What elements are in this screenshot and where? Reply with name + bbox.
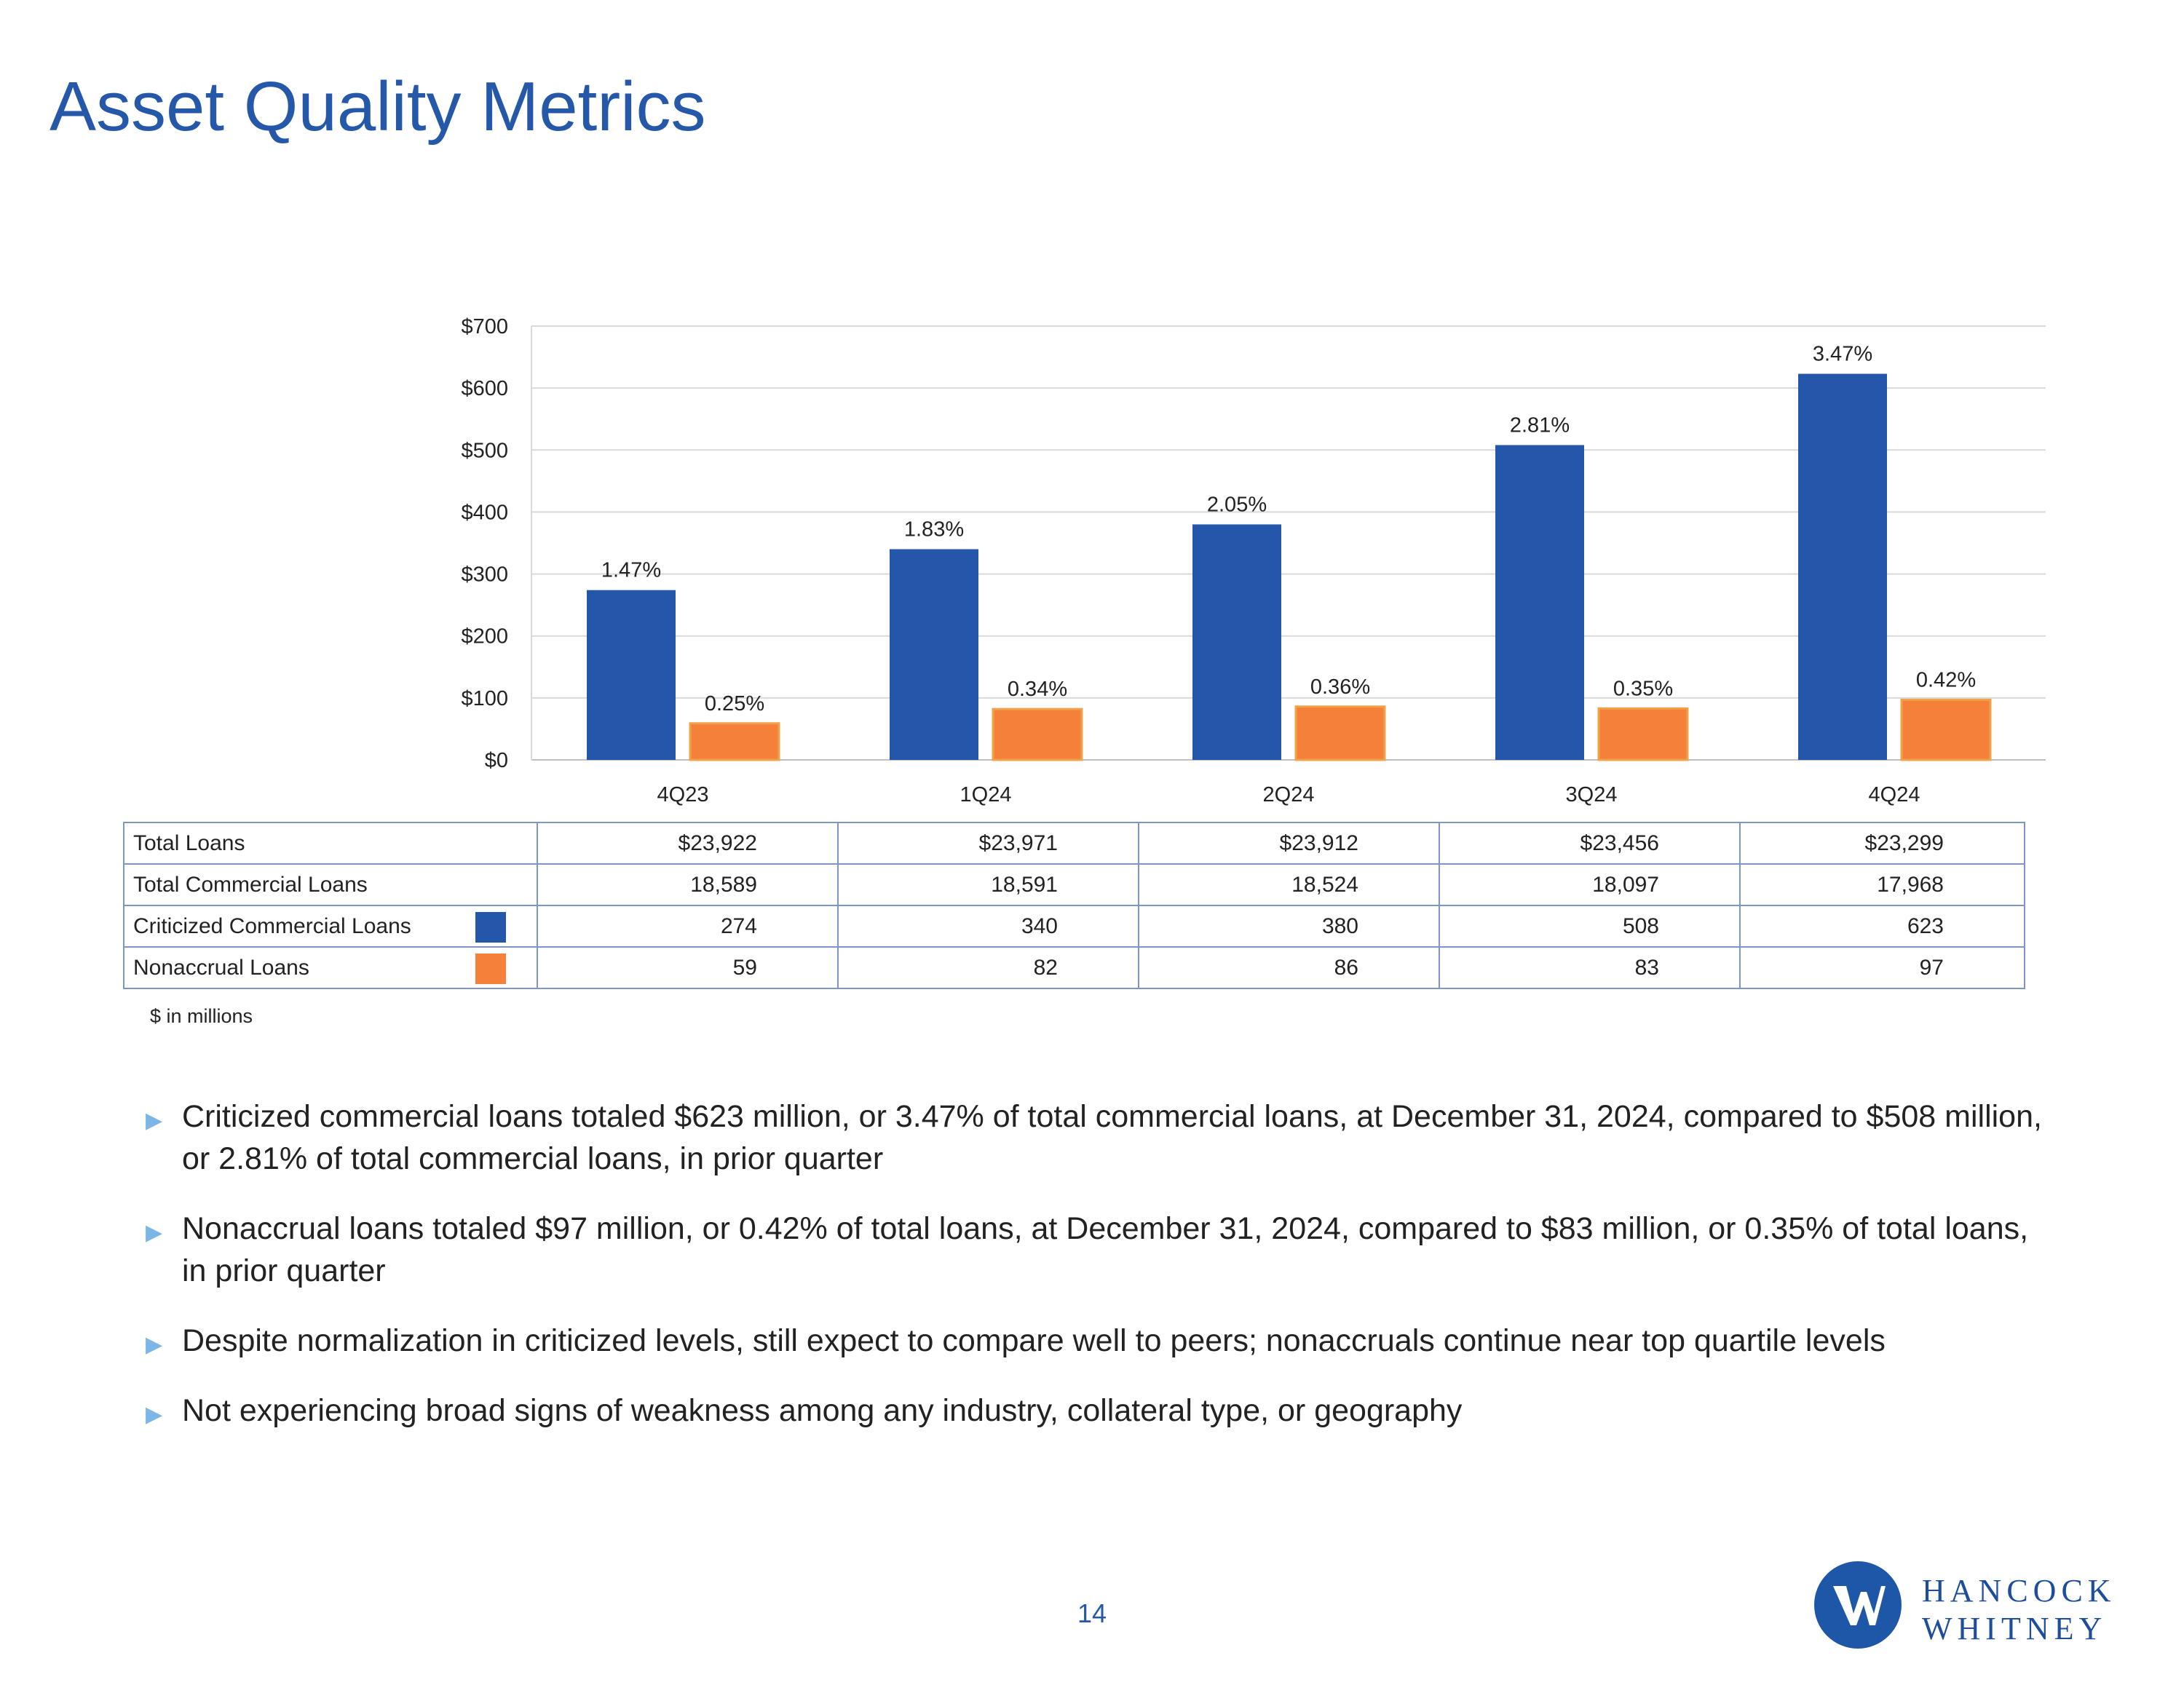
y-tick-label: $300	[461, 563, 508, 587]
table-cell: $23,922	[537, 822, 839, 865]
table-cell: 18,524	[1138, 863, 1440, 906]
y-tick-label: $200	[461, 625, 508, 649]
row-label: Total Commercial Loans	[123, 863, 538, 906]
table-cell: 82	[837, 946, 1139, 989]
table-row-nonaccrual-loans: Nonaccrual Loans 59 82 86 83 97	[123, 946, 2025, 989]
bullet-text: Despite normalization in criticized leve…	[182, 1323, 1886, 1358]
bullet-list: ▶ Criticized commercial loans totaled $6…	[146, 1095, 2053, 1459]
logo-line-1: HANCOCK	[1922, 1573, 2116, 1609]
bar-criticized	[890, 549, 978, 760]
bar-criticized	[1192, 524, 1281, 760]
bar-nonaccrual	[992, 707, 1083, 761]
bullet-item: ▶ Criticized commercial loans totaled $6…	[146, 1095, 2053, 1180]
x-tick-label: 4Q23	[657, 783, 709, 806]
page-number: 14	[1077, 1598, 1107, 1628]
x-tick-label: 1Q24	[960, 783, 1012, 806]
data-label-criticized: 2.81%	[1510, 413, 1570, 437]
bar-nonaccrual	[1294, 705, 1386, 761]
row-label: Total Loans	[123, 822, 538, 865]
logo-wordmark: HANCOCK WHITNEY	[1922, 1572, 2116, 1648]
units-note: $ in millions	[150, 1005, 253, 1027]
loan-data-table: Total Loans $23,922 $23,971 $23,912 $23,…	[123, 822, 2025, 989]
bar-nonaccrual	[1597, 707, 1689, 761]
data-label-nonaccrual: 0.34%	[1008, 678, 1067, 701]
page-title: Asset Quality Metrics	[50, 68, 706, 146]
table-cell: 59	[537, 946, 839, 989]
legend-swatch-criticized	[475, 912, 506, 943]
triangle-bullet-icon: ▶	[146, 1403, 163, 1427]
table-cell: 18,591	[837, 863, 1139, 906]
triangle-bullet-icon: ▶	[146, 1109, 163, 1133]
table-cell: $23,971	[837, 822, 1139, 865]
table-cell: $23,456	[1439, 822, 1741, 865]
data-label-nonaccrual: 0.25%	[705, 692, 764, 715]
row-label: Criticized Commercial Loans	[133, 913, 411, 938]
table-cell: 18,589	[537, 863, 839, 906]
table-cell: 340	[837, 905, 1139, 948]
table-row-total-loans: Total Loans $23,922 $23,971 $23,912 $23,…	[123, 822, 2025, 865]
table-cell: 508	[1439, 905, 1741, 948]
bar-nonaccrual	[1900, 698, 1992, 761]
table-cell: $23,299	[1739, 822, 2025, 865]
triangle-bullet-icon: ▶	[146, 1333, 163, 1357]
bar-criticized	[1798, 373, 1887, 760]
bar-criticized	[1495, 445, 1584, 760]
table-row-criticized-commercial-loans: Criticized Commercial Loans 274 340 380 …	[123, 905, 2025, 948]
data-label-nonaccrual: 0.36%	[1310, 675, 1370, 699]
bullet-item: ▶ Nonaccrual loans totaled $97 million, …	[146, 1208, 2053, 1292]
bullet-item: ▶ Despite normalization in criticized le…	[146, 1320, 2053, 1362]
data-label-criticized: 2.05%	[1207, 493, 1267, 516]
triangle-bullet-icon: ▶	[146, 1221, 163, 1245]
hancock-whitney-logo-icon	[1814, 1561, 1902, 1649]
bullet-text: Criticized commercial loans totaled $623…	[182, 1099, 2042, 1176]
x-tick-label: 3Q24	[1566, 783, 1618, 806]
y-tick-label: $600	[461, 377, 508, 400]
table-cell: 17,968	[1739, 863, 2025, 906]
bullet-text: Nonaccrual loans totaled $97 million, or…	[182, 1211, 2029, 1288]
y-tick-label: $0	[485, 749, 508, 772]
legend-swatch-nonaccrual	[475, 953, 506, 984]
data-label-criticized: 3.47%	[1813, 343, 1872, 366]
table-cell: $23,912	[1138, 822, 1440, 865]
table-cell: 86	[1138, 946, 1440, 989]
data-label-criticized: 1.83%	[904, 518, 964, 542]
data-label-criticized: 1.47%	[601, 559, 661, 582]
table-cell: 274	[537, 905, 839, 948]
table-cell: 83	[1439, 946, 1741, 989]
x-tick-label: 2Q24	[1263, 783, 1315, 806]
y-tick-label: $500	[461, 439, 508, 462]
row-label: Nonaccrual Loans	[133, 955, 309, 980]
table-cell: 97	[1739, 946, 2025, 989]
bar-criticized	[587, 590, 676, 760]
y-tick-label: $100	[461, 687, 508, 710]
table-cell: 623	[1739, 905, 2025, 948]
data-label-nonaccrual: 0.42%	[1916, 668, 1976, 691]
bar-nonaccrual	[689, 722, 780, 761]
bar-chart: $0 $100 $200 $300 $400 $500 $600 $700 1.47% 0.25%…	[461, 315, 2046, 806]
table-cell: 380	[1138, 905, 1440, 948]
table-row-total-commercial-loans: Total Commercial Loans 18,589 18,591 18,…	[123, 863, 2025, 906]
bullet-item: ▶ Not experiencing broad signs of weakne…	[146, 1389, 2053, 1432]
data-label-nonaccrual: 0.35%	[1613, 677, 1673, 700]
x-tick-label: 4Q24	[1869, 783, 1920, 806]
logo-line-2: WHITNEY	[1922, 1611, 2108, 1646]
bullet-text: Not experiencing broad signs of weakness…	[182, 1393, 1463, 1428]
y-tick-label: $400	[461, 501, 508, 524]
y-tick-label: $700	[461, 315, 508, 338]
table-cell: 18,097	[1439, 863, 1741, 906]
